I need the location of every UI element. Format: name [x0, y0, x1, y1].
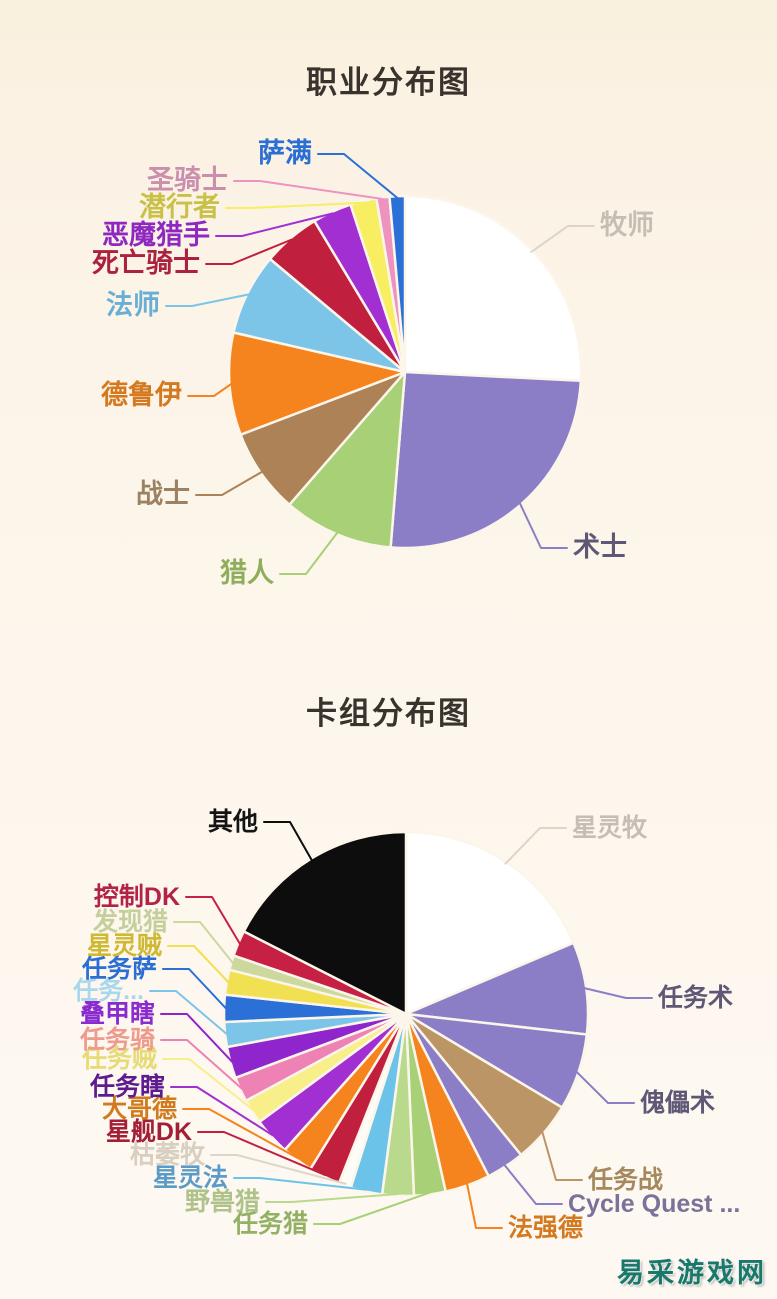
chart1-slice-label-6: 死亡骑士 — [92, 248, 200, 278]
chart1-slice-label-3: 战士 — [136, 479, 190, 509]
chart1-slice-label-0: 牧师 — [600, 210, 654, 240]
chart1-label-line-3 — [195, 470, 264, 496]
chart2-label-line-19 — [173, 921, 235, 965]
chart1-label-line-5 — [165, 293, 250, 307]
chart1-slice-label-8: 潜行者 — [139, 191, 220, 222]
chart2-slice-label-19: 发现猎 — [92, 907, 168, 936]
chart2-slice-label-14: 任务骑 — [79, 1026, 155, 1054]
chart1-slice-label-2: 猎人 — [220, 558, 274, 588]
chart1-label-line-1 — [518, 502, 568, 549]
chart1-slice-1 — [389, 370, 583, 550]
chart2-label-line-6 — [313, 1191, 431, 1225]
chart2-slice-label-17: 任务萨 — [81, 955, 157, 983]
chart1-title: 职业分布图 — [306, 65, 471, 100]
chart2-label-line-5 — [466, 1182, 503, 1229]
chart2-label-line-4 — [503, 1163, 563, 1205]
chart2-slice-label-15: 叠甲瞎 — [80, 999, 155, 1028]
watermark: 易采游戏网 — [617, 1258, 767, 1289]
chart1-slice-label-9: 圣骑士 — [147, 165, 228, 195]
chart1-slice-0 — [403, 194, 583, 383]
chart2-label-line-3 — [541, 1130, 583, 1181]
chart2-label-line-21 — [263, 821, 313, 862]
chart2-label-line-2 — [575, 1070, 635, 1104]
chart1-slice-label-5: 法师 — [106, 290, 160, 320]
chart2-slice-label-5: 法强德 — [508, 1213, 583, 1242]
chart1-label-line-0 — [530, 225, 595, 253]
chart2-slice-label-10: 星舰DK — [106, 1118, 192, 1146]
chart2-label-line-9 — [210, 1154, 347, 1185]
chart2-slice-label-9: 枯萎牧 — [130, 1141, 206, 1169]
chart2-slice-label-13: 任务贼 — [81, 1045, 157, 1073]
chart1-label-line-4 — [187, 383, 233, 397]
chart1-label-line-10 — [317, 153, 399, 199]
chart2-label-line-1 — [583, 987, 653, 999]
chart2-slice-label-3: 任务战 — [587, 1166, 663, 1194]
chart2-label-line-16 — [149, 990, 228, 1036]
chart2-label-line-12 — [170, 1086, 274, 1137]
chart2-label-line-14 — [160, 1039, 243, 1090]
chart2-slice-label-20: 控制DK — [94, 883, 180, 911]
chart1-label-line-2 — [279, 531, 339, 575]
chart2-label-line-13 — [162, 1058, 255, 1112]
chart1-slice-label-10: 萨满 — [258, 138, 312, 168]
chart1-slice-label-4: 德鲁伊 — [101, 380, 182, 410]
chart1-slice-10 — [388, 194, 407, 374]
chart2-slice-label-7: 野兽猎 — [185, 1187, 260, 1216]
chart1-label-line-8 — [225, 201, 365, 209]
chart2-label-line-20 — [185, 896, 241, 945]
chart2-slice-label-6: 任务猎 — [232, 1210, 308, 1238]
chart2-slice-label-16: 任务... — [72, 977, 144, 1005]
chart2-label-line-15 — [160, 1013, 234, 1064]
chart2-label-line-8 — [233, 1177, 368, 1191]
chart2-slice-label-11: 大哥德 — [102, 1094, 177, 1123]
chart2-label-line-17 — [162, 968, 227, 1010]
chart2-label-line-0 — [504, 827, 567, 865]
chart2-slice-label-1: 任务术 — [657, 984, 733, 1012]
chart2-slice-label-21: 其他 — [208, 807, 258, 836]
chart2-label-line-7 — [265, 1193, 400, 1203]
chart1-label-line-7 — [215, 212, 334, 237]
chart2-label-line-18 — [167, 945, 230, 984]
chart2-slice-label-12: 任务瞎 — [89, 1072, 165, 1101]
chart2-slice-label-4: Cycle Quest ... — [568, 1190, 740, 1218]
chart2-label-line-11 — [182, 1108, 300, 1160]
chart1-slice-label-7: 恶魔猎手 — [102, 220, 210, 250]
chart2-slice-label-0: 星灵牧 — [572, 814, 648, 842]
chart1-label-line-6 — [205, 238, 293, 265]
chart2-title: 卡组分布图 — [306, 696, 471, 731]
chart2-slice-label-8: 星灵法 — [153, 1164, 228, 1192]
chart1-label-line-9 — [233, 180, 385, 201]
chart2-slice-label-2: 傀儡术 — [640, 1088, 715, 1117]
chart1-slice-label-1: 术士 — [573, 532, 627, 562]
chart2-slice-label-18: 星灵贼 — [87, 932, 162, 960]
chart2-label-line-10 — [197, 1131, 327, 1177]
